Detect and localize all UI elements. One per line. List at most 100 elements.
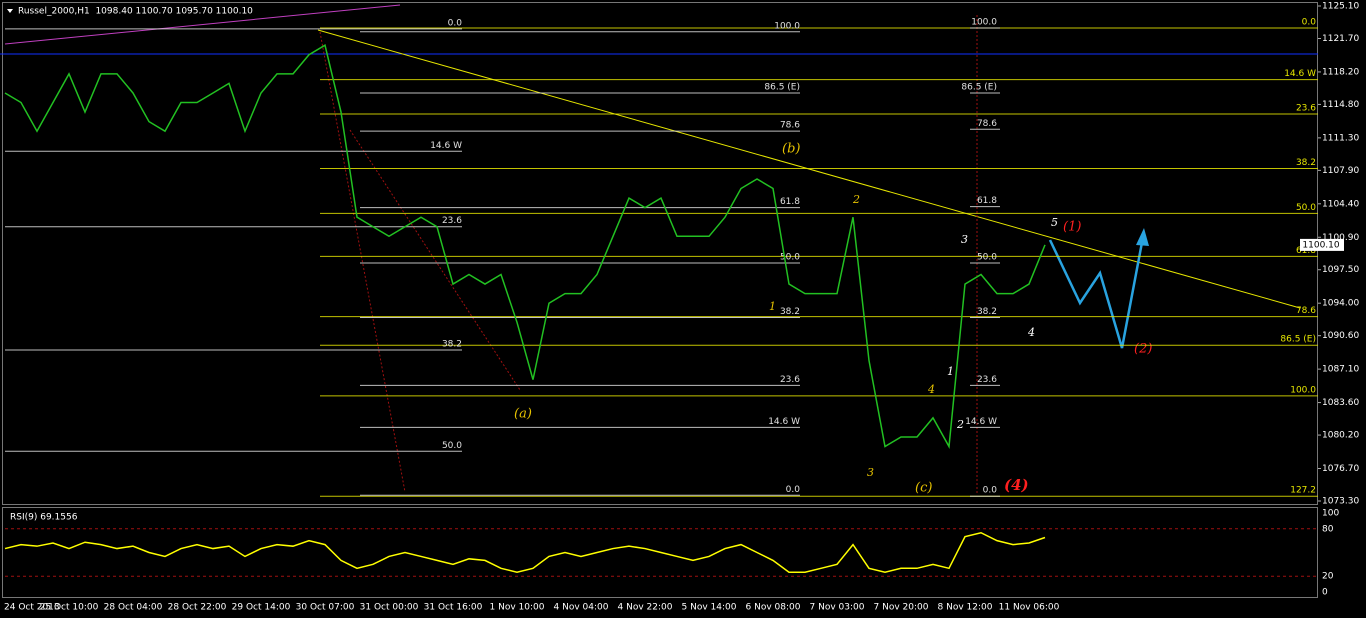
fib-label: 14.6 W: [768, 417, 800, 427]
wave-label: (a): [514, 407, 532, 422]
y-tick-label: 1111.30: [1322, 133, 1359, 143]
fib-label: 127.2: [1290, 486, 1316, 496]
fib-label: 23.6: [780, 375, 800, 385]
projection-path: [1048, 236, 1145, 349]
x-tick-label: 4 Nov 04:00: [554, 603, 609, 613]
x-tick-label: 7 Nov 03:00: [810, 603, 865, 613]
fib-label: 23.6: [977, 375, 997, 385]
y-tick-label: 1083.60: [1322, 398, 1359, 408]
x-tick-label: 28 Oct 22:00: [168, 603, 227, 613]
fib-label: 14.6 W: [1284, 69, 1316, 79]
fib-label: 50.0: [442, 441, 462, 451]
last-price-label: 1100.10: [1302, 240, 1339, 250]
fib-label: 14.6 W: [965, 417, 997, 427]
fib-label: 14.6 W: [430, 141, 462, 151]
x-tick-label: 6 Nov 08:00: [746, 603, 801, 613]
x-tick-label: 24 Oct 2013: [4, 603, 60, 613]
price-line: [4, 44, 1046, 449]
x-tick-label: 4 Nov 22:00: [618, 603, 673, 613]
price-line: [4, 531, 1046, 574]
wave-label: 2: [852, 193, 860, 206]
magenta-trendline: [4, 4, 401, 45]
fib-label: 86.5 (E): [1280, 335, 1316, 345]
y-tick-label: 1087.10: [1322, 365, 1359, 375]
rsi-title: RSI(9) 69.1556: [10, 513, 78, 523]
fib-label: 50.0: [780, 253, 800, 263]
fib-label: 61.8: [977, 196, 997, 206]
wave-label: 1: [947, 365, 954, 378]
y-tick-label: 1121.70: [1322, 34, 1359, 44]
yellow-trendline: [317, 29, 1301, 309]
x-tick-label: 25 Oct 10:00: [40, 603, 99, 613]
fib-label: 38.2: [977, 307, 997, 317]
fib-label: 100.0: [971, 17, 997, 27]
fib-label: 86.5 (E): [961, 82, 997, 92]
x-tick-label: 28 Oct 04:00: [104, 603, 163, 613]
y-tick-label: 1125.10: [1322, 2, 1359, 12]
fib-label: 23.6: [1296, 103, 1316, 113]
y-tick-label: 1076.70: [1322, 464, 1359, 474]
wave-label: (4): [1004, 476, 1029, 494]
y-tick-label: 1097.50: [1322, 265, 1359, 275]
wave-label: 4: [927, 383, 935, 396]
fib-label: 78.6: [780, 121, 800, 131]
wave-label: 3: [961, 233, 968, 246]
x-tick-label: 8 Nov 12:00: [938, 603, 993, 613]
y-tick-label: 1107.90: [1322, 166, 1359, 176]
fib-label: 78.6: [1296, 306, 1316, 316]
y-tick-label: 1114.80: [1322, 100, 1359, 110]
fib-label: 100.0: [1290, 385, 1316, 395]
fib-label: 78.6: [977, 119, 997, 129]
main-panel: [2, 2, 1318, 505]
x-tick-label: 5 Nov 14:00: [682, 603, 737, 613]
x-tick-label: 30 Oct 07:00: [296, 603, 355, 613]
x-tick-label: 31 Oct 00:00: [360, 603, 419, 613]
rsi-tick-label: 100: [1322, 509, 1339, 519]
wave-label: 2: [956, 418, 964, 431]
y-tick-label: 1090.60: [1322, 331, 1359, 341]
chart-title: Russel_2000,H1 1098.40 1100.70 1095.70 1…: [18, 7, 253, 17]
fib-label: 61.8: [780, 197, 800, 207]
fib-label: 0.0: [448, 18, 463, 28]
fib-label: 100.0: [774, 21, 800, 31]
wave-label: (b): [782, 142, 800, 157]
fib-label: 38.2: [442, 340, 462, 350]
wave-label: 5: [1051, 216, 1058, 229]
rsi-panel: [2, 507, 1318, 598]
fib-label: 0.0: [1302, 17, 1317, 27]
y-tick-label: 1100.90: [1322, 233, 1359, 243]
y-tick-label: 1104.40: [1322, 199, 1359, 209]
rsi-tick-label: 80: [1322, 524, 1334, 534]
x-tick-label: 31 Oct 16:00: [424, 603, 483, 613]
wave-label: (1): [1063, 220, 1081, 235]
x-tick-label: 29 Oct 14:00: [232, 603, 291, 613]
wave-label: 1: [769, 300, 776, 313]
fib-label: 50.0: [1296, 203, 1316, 213]
rsi-tick-label: 20: [1322, 572, 1334, 582]
rsi-tick-label: 0: [1322, 588, 1328, 598]
wave-label: (c): [915, 481, 932, 496]
y-tick-label: 1073.30: [1322, 497, 1359, 507]
wave-label: 4: [1027, 326, 1035, 339]
y-tick-label: 1118.20: [1322, 67, 1359, 77]
fib-label: 23.6: [442, 216, 462, 226]
last-price-box: [1300, 238, 1344, 251]
red-dotted-line: [319, 31, 406, 493]
projection-arrow: [1136, 228, 1149, 246]
y-tick-label: 1080.20: [1322, 431, 1359, 441]
fib-label: 0.0: [983, 486, 998, 496]
x-tick-label: 7 Nov 20:00: [874, 603, 929, 613]
fib-label: 38.2: [1296, 158, 1316, 168]
fib-label: 38.2: [780, 307, 800, 317]
title-triangle: [7, 9, 13, 13]
fib-label: 0.0: [786, 485, 801, 495]
x-tick-label: 11 Nov 06:00: [999, 603, 1060, 613]
wave-label: 3: [867, 466, 874, 479]
fib-label: 86.5 (E): [764, 82, 800, 92]
wave-label: (2): [1134, 342, 1152, 357]
y-tick-label: 1094.00: [1322, 299, 1359, 309]
x-tick-label: 1 Nov 10:00: [490, 603, 545, 613]
